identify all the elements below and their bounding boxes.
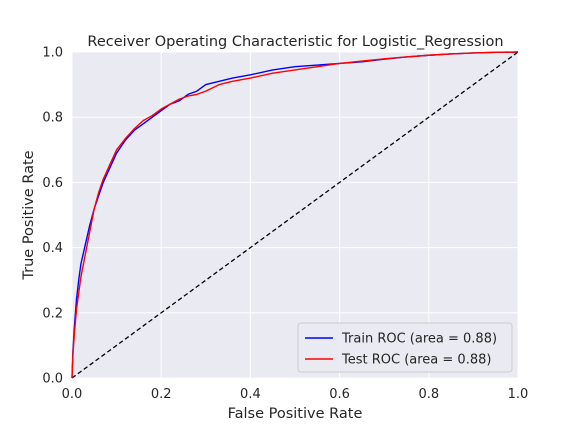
chance-line-group: [71, 51, 519, 379]
x-tick-label: 1.0: [508, 387, 529, 402]
x-tick-label: 0.2: [151, 387, 172, 402]
y-tick-label: 0.0: [42, 372, 63, 387]
legend-label: Test ROC (area = 0.88): [341, 353, 491, 368]
y-axis-label: True Positive Rate: [21, 150, 37, 280]
chance-line: [71, 51, 519, 379]
y-tick-label: 0.6: [42, 176, 63, 191]
legend-box: [297, 322, 513, 373]
y-tick-label: 1.0: [42, 46, 63, 61]
y-tick-labels: 0.0 0.2 0.4 0.6 0.8 1.0: [42, 46, 63, 387]
grid-lines: [71, 51, 519, 379]
y-tick-label: 0.4: [42, 241, 63, 256]
x-tick-label: 0.4: [240, 387, 261, 402]
chart-title: Receiver Operating Characteristic for Lo…: [87, 34, 503, 50]
x-tick-label: 0.6: [329, 387, 350, 402]
series-lines: [71, 51, 519, 379]
y-tick-label: 0.8: [42, 111, 63, 126]
x-tick-label: 0.0: [62, 387, 83, 402]
legend-label: Train ROC (area = 0.88): [341, 332, 497, 347]
x-tick-label: 0.8: [418, 387, 439, 402]
series-line-test: [71, 51, 519, 379]
legend: Train ROC (area = 0.88) Test ROC (area = …: [297, 322, 513, 373]
x-axis-label: False Positive Rate: [228, 406, 363, 422]
y-tick-label: 0.2: [42, 306, 63, 321]
x-tick-labels: 0.0 0.2 0.4 0.6 0.8 1.0: [62, 387, 529, 402]
